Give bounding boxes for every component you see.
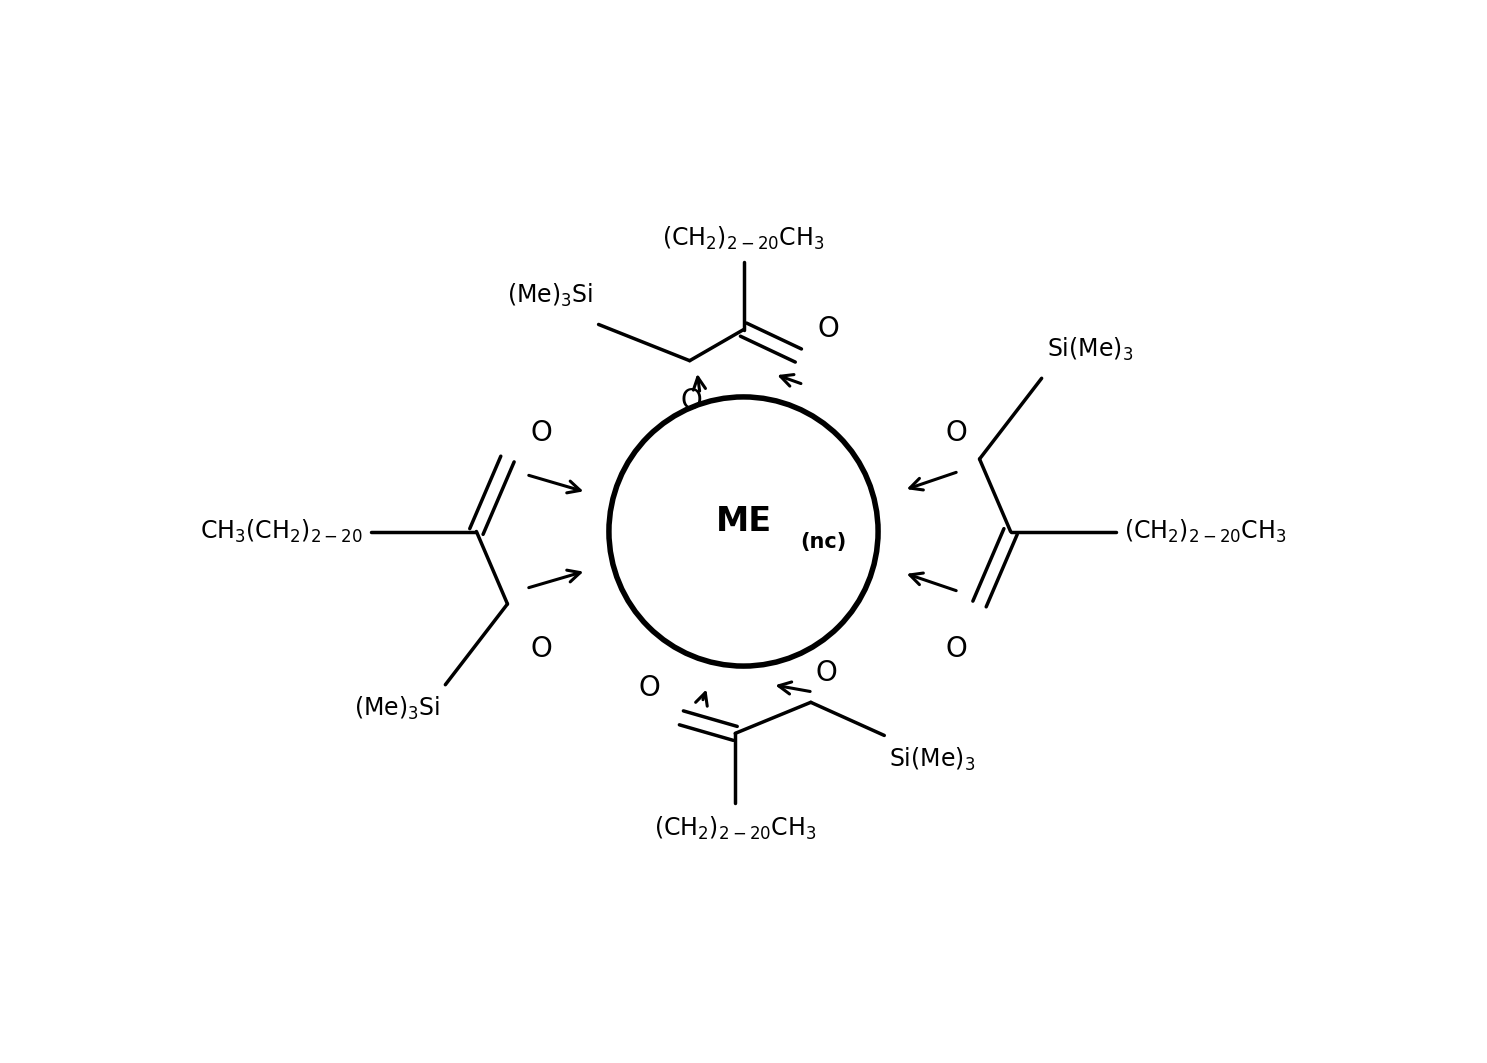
Text: (Me)$_3$Si: (Me)$_3$Si (507, 282, 593, 309)
Text: O: O (816, 315, 839, 343)
Text: O: O (639, 674, 660, 703)
Text: O: O (531, 419, 552, 446)
Text: (nc): (nc) (800, 532, 846, 552)
Text: (Me)$_3$Si: (Me)$_3$Si (354, 695, 440, 722)
Text: O: O (681, 387, 703, 415)
Text: O: O (946, 419, 968, 446)
Text: CH$_3$(CH$_2$)$_{2-20}$: CH$_3$(CH$_2$)$_{2-20}$ (199, 518, 363, 545)
Text: O: O (816, 659, 837, 687)
Text: (CH$_2$)$_{2-20}$CH$_3$: (CH$_2$)$_{2-20}$CH$_3$ (1124, 518, 1288, 545)
Text: Si(Me)$_3$: Si(Me)$_3$ (889, 746, 975, 773)
Text: Si(Me)$_3$: Si(Me)$_3$ (1047, 336, 1133, 362)
Text: (CH$_2$)$_{2-20}$CH$_3$: (CH$_2$)$_{2-20}$CH$_3$ (662, 224, 825, 252)
Text: O: O (531, 635, 552, 663)
Text: O: O (946, 635, 968, 663)
Text: (CH$_2$)$_{2-20}$CH$_3$: (CH$_2$)$_{2-20}$CH$_3$ (654, 815, 816, 842)
Text: ME: ME (715, 505, 772, 538)
